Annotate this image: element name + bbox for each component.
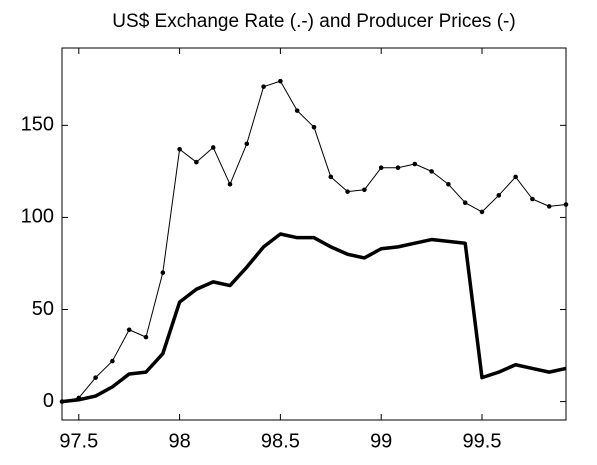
point: [563, 202, 569, 207]
point: [261, 84, 266, 89]
y-tick-label: 100: [21, 206, 54, 228]
x-tick-label: 97.5: [59, 430, 98, 452]
y-tick-label: 0: [43, 390, 54, 412]
point: [177, 146, 182, 152]
point: [378, 165, 384, 171]
plot-box: [61, 47, 567, 421]
point: [513, 174, 518, 180]
x-tick-label: 98.5: [261, 430, 300, 452]
point: [93, 375, 98, 380]
y-tick-label: 150: [21, 114, 54, 136]
point: [429, 169, 434, 174]
x-tick-label: 99: [370, 430, 392, 452]
point: [462, 200, 468, 205]
point: [446, 181, 451, 187]
y-tick-label: 50: [32, 298, 54, 320]
chart-title: US$ Exchange Rate (.-) and Producer Pric…: [112, 11, 515, 32]
point: [345, 189, 350, 194]
point: [126, 327, 132, 333]
x-tick-label: 98: [168, 430, 190, 452]
point: [110, 358, 115, 364]
point: [395, 165, 401, 171]
point: [362, 187, 367, 193]
point: [496, 193, 502, 198]
point: [227, 181, 233, 187]
point: [311, 124, 317, 130]
point: [244, 141, 250, 147]
point: [210, 145, 216, 150]
point: [412, 161, 418, 167]
point: [546, 204, 552, 209]
point: [194, 159, 199, 165]
point: [278, 78, 283, 84]
point: [479, 209, 485, 215]
point: [530, 196, 535, 202]
point: [143, 334, 149, 340]
line: [61, 232, 567, 404]
point: [294, 108, 300, 113]
x-tick-label: 99.5: [463, 430, 502, 452]
point: [160, 270, 166, 275]
point: [328, 174, 334, 180]
